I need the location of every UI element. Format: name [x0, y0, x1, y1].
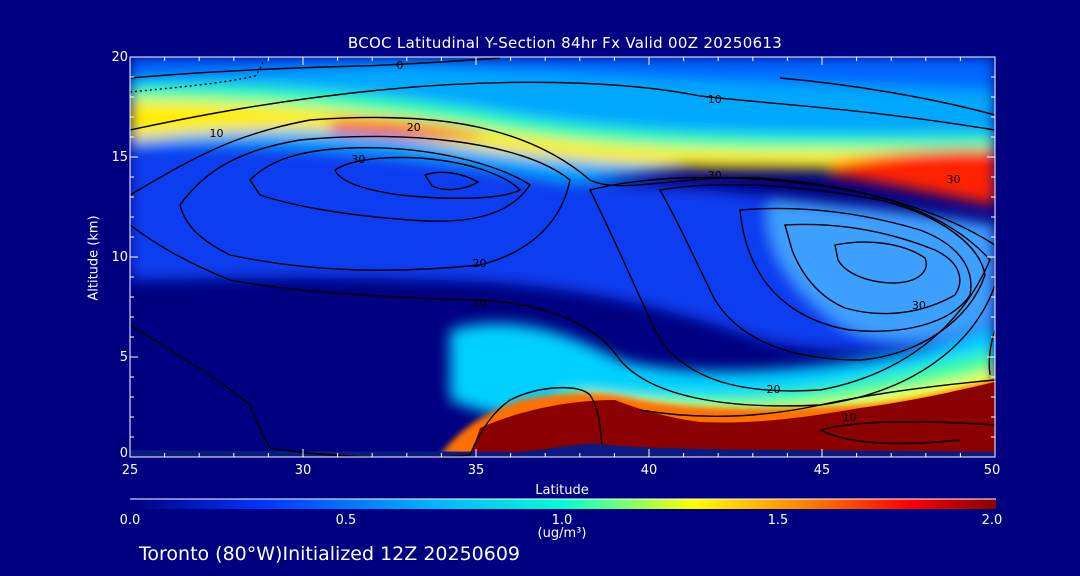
contour-label: 30	[912, 299, 926, 312]
x-tick-label: 45	[813, 463, 831, 478]
colorbar-tick-label: 2.0	[981, 513, 1003, 528]
contour-40-left	[334, 156, 522, 199]
field-upper-green	[130, 84, 995, 150]
concentration-field	[130, 57, 995, 457]
contour-30-right	[658, 184, 986, 361]
colorbar-tick-label: 1.0	[551, 513, 573, 528]
y-tick-label: 10	[111, 250, 128, 265]
x-axis-label: Latitude	[535, 483, 589, 498]
y-tick-label: 5	[119, 350, 128, 365]
contour-label: 30	[351, 153, 365, 166]
contour-label: 10	[472, 297, 486, 310]
contour-10-outer	[130, 116, 995, 407]
field-upper-orange	[330, 119, 490, 138]
field-top-blue	[130, 57, 995, 90]
contour-label: 10	[708, 93, 722, 106]
contour-labels: 0 10 10 20 30 30 30 20 10 20 10 30	[210, 59, 961, 424]
contour-label: 10	[210, 127, 224, 140]
contour-40-right	[739, 207, 972, 332]
field-surface-navy	[130, 443, 995, 457]
contour-lines	[130, 57, 995, 457]
colorbar-tick-label: 0.5	[335, 513, 357, 528]
contour-label: 30	[946, 173, 960, 186]
x-tick-label: 50	[983, 463, 1001, 478]
contour-lower-mid	[269, 386, 603, 457]
field-upper-red	[830, 149, 995, 205]
contour-label: 10	[843, 411, 857, 424]
colorbar-tick-label: 0.0	[119, 513, 141, 528]
contour-label: 30	[708, 169, 722, 182]
contour-lower-left	[130, 324, 271, 449]
contour-label: 20	[767, 383, 781, 396]
contour-20-left	[179, 135, 571, 271]
contour-lower-right	[639, 379, 995, 418]
field-mid-blue	[130, 143, 995, 351]
x-tick-label: 25	[121, 463, 139, 478]
x-tick-label: 40	[640, 463, 658, 478]
x-tick-label: 30	[294, 463, 312, 478]
contour-0-dotted	[130, 59, 265, 93]
y-tick-label: 0	[119, 446, 128, 461]
colorbar-tick-label: 1.5	[767, 513, 789, 528]
axis-ticks	[129, 56, 996, 458]
contour-label: 0	[396, 59, 403, 72]
contour-60-right	[834, 241, 927, 284]
contour-0	[130, 57, 501, 79]
contour-label: 20	[472, 257, 486, 270]
contour-50-right	[784, 223, 961, 315]
contour-10-upper-right	[779, 77, 995, 116]
y-tick-label: 20	[111, 50, 128, 65]
colorbar-unit-label: (ug/m³)	[537, 526, 587, 541]
contour-label: 20	[407, 121, 421, 134]
x-tick-label: 35	[467, 463, 485, 478]
y-tick-label: 15	[111, 150, 128, 165]
field-upper-yellow-band	[130, 97, 995, 170]
field-mid-lightblue	[768, 200, 995, 341]
contour-50-left	[423, 171, 480, 191]
contour-10-upper	[130, 81, 995, 131]
contour-surface-right	[819, 421, 995, 445]
contour-30-left	[249, 147, 531, 222]
chart-title: BCOC Latitudinal Y-Section 84hr Fx Valid…	[347, 34, 783, 52]
y-axis-label: Altitude (km)	[86, 215, 102, 301]
colorbar	[130, 499, 996, 509]
footer-init-label: Toronto (80°W)Initialized 12Z 20250609	[139, 543, 521, 565]
contour-far-right	[988, 329, 995, 376]
